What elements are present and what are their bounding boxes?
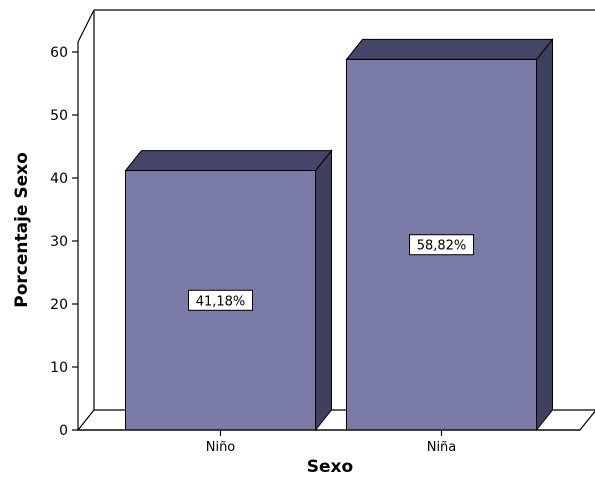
y-tick-label: 60 [50,45,68,61]
y-tick-label: 10 [50,360,68,376]
x-tick-label: Niña [427,440,457,455]
y-tick-label: 0 [59,423,68,439]
data-label-box [409,234,474,256]
y-tick-label: 50 [50,108,68,124]
bar-side-face [315,149,332,432]
bar-1: 41,18% [124,149,333,432]
bar-top-face [345,38,554,60]
bar-2: 58,82% [345,38,554,432]
y-tick-label: 40 [50,171,68,187]
data-label-box [188,289,253,311]
x-axis: Niño Niña [78,429,580,455]
data-label: 58,82% [417,239,467,254]
y-axis-title: Porcentaje Sexo [12,152,32,308]
y-axis: 0 10 20 30 40 50 60 [50,9,95,439]
bar-side-face [536,38,553,432]
y-tick-label: 30 [50,234,68,250]
x-axis-title: Sexo [307,457,353,477]
bar-top-face [124,150,333,172]
y-tick-label: 20 [50,297,68,313]
data-label: 41,18% [196,294,246,309]
bars: 41,18% 58,82% [124,38,554,432]
x-tick-label: Niño [206,440,236,455]
y-axis-depth-edge [77,9,95,43]
